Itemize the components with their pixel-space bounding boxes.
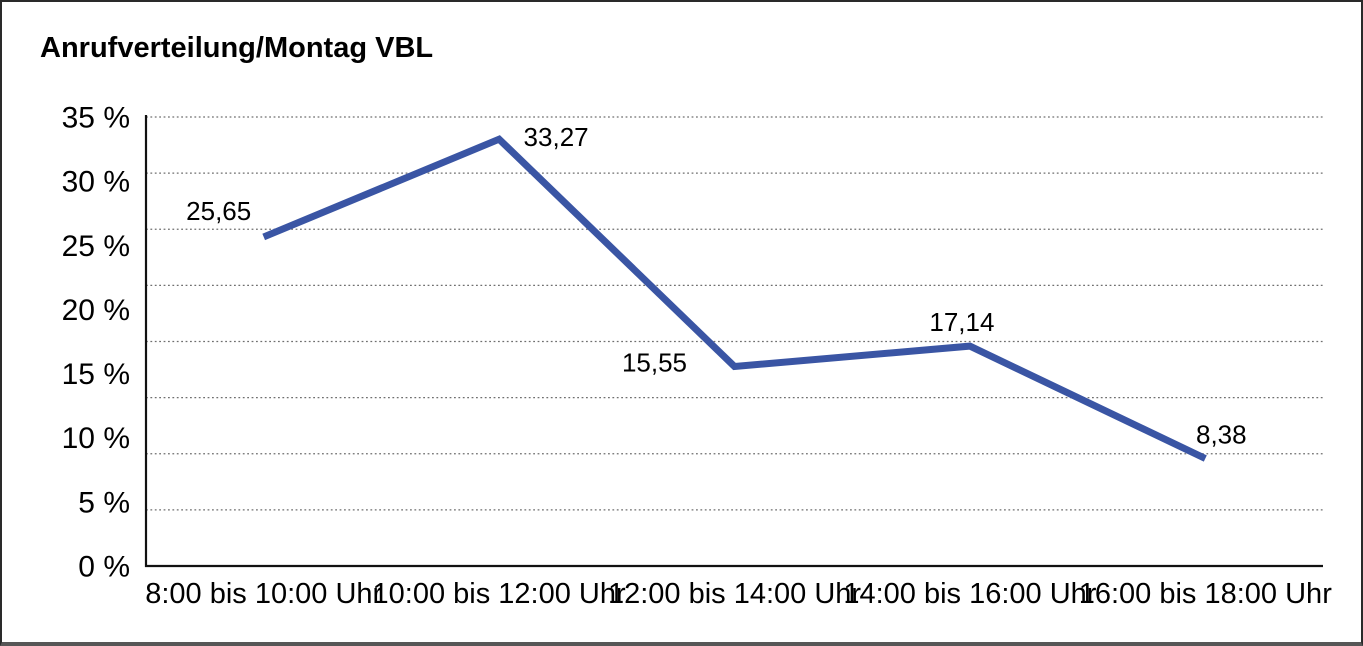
y-tick-label: 10 %	[62, 422, 130, 455]
x-category-label: 10:00 bis 12:00 Uhr	[373, 578, 626, 610]
y-tick-label: 30 %	[62, 166, 130, 199]
y-tick-label: 25 %	[62, 230, 130, 263]
chart-title: Anrufverteilung/Montag VBL	[40, 32, 434, 64]
x-category-label: 12:00 bis 14:00 Uhr	[608, 578, 861, 610]
data-point-label: 17,14	[929, 307, 994, 337]
data-point-label: 8,38	[1196, 419, 1247, 449]
data-point-label: 15,55	[622, 348, 687, 378]
y-tick-label: 20 %	[62, 294, 130, 327]
data-point-label: 33,27	[524, 122, 589, 152]
data-line	[262, 135, 1207, 462]
data-point-label: 25,65	[186, 196, 251, 226]
y-tick-label: 35 %	[62, 102, 130, 135]
y-tick-label: 15 %	[62, 358, 130, 391]
x-category-label: 8:00 bis 10:00 Uhr	[145, 578, 382, 610]
y-tick-label: 5 %	[78, 486, 130, 519]
y-tick-label: 0 %	[78, 551, 130, 584]
x-category-label: 14:00 bis 16:00 Uhr	[843, 578, 1096, 610]
x-category-label: 16:00 bis 18:00 Uhr	[1079, 578, 1332, 610]
